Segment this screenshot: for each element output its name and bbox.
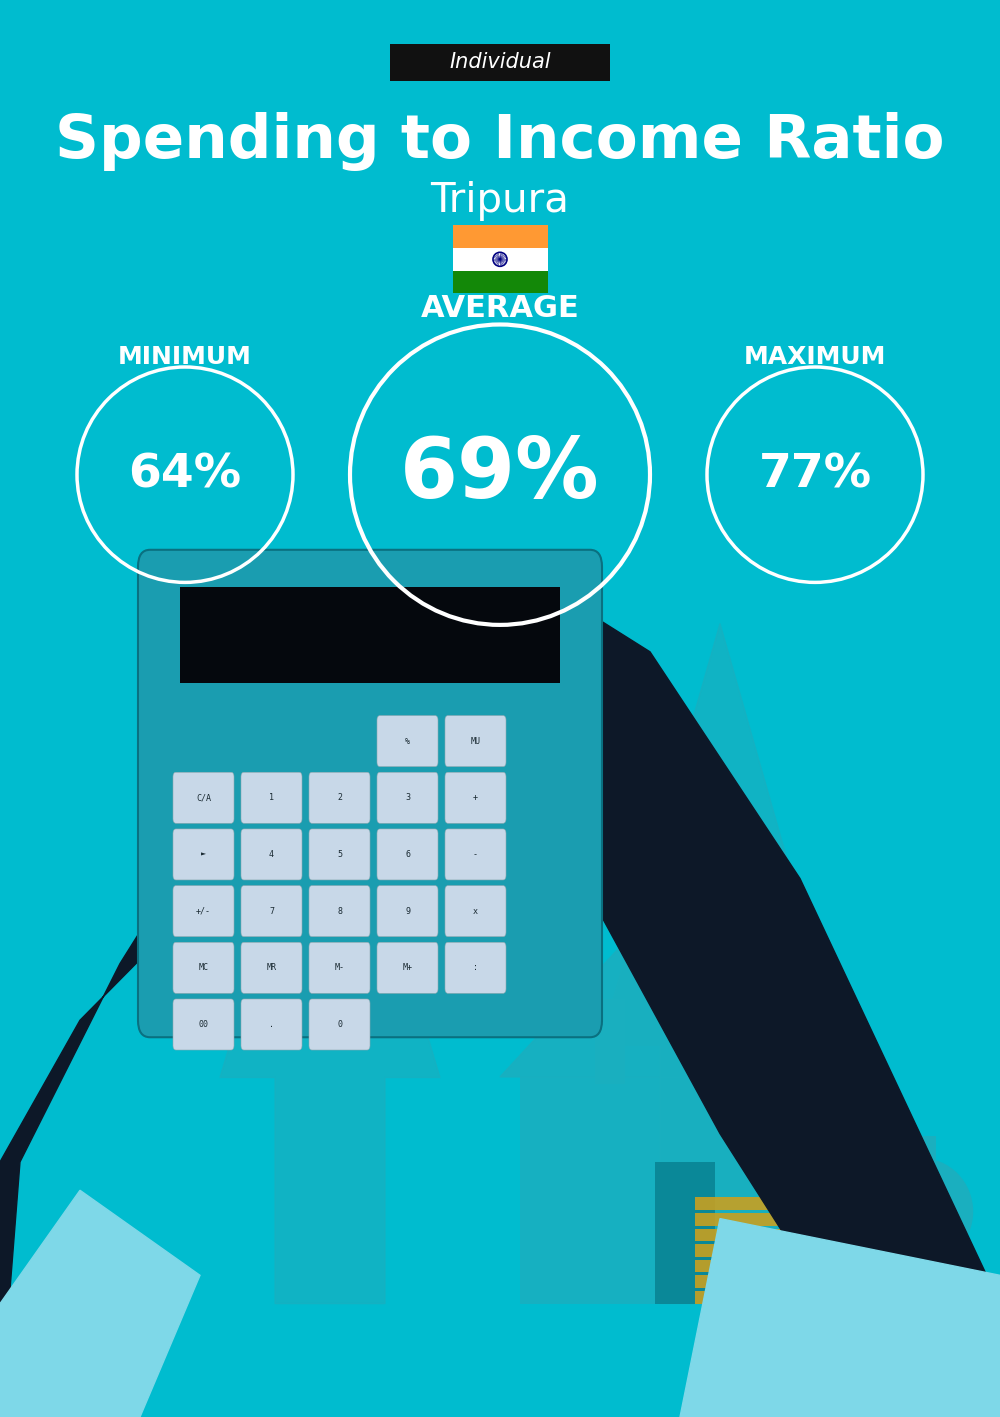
FancyBboxPatch shape [309, 886, 370, 937]
FancyBboxPatch shape [695, 1260, 785, 1272]
Text: M-: M- [334, 964, 344, 972]
Text: .: . [269, 1020, 274, 1029]
Text: M+: M+ [403, 964, 413, 972]
FancyBboxPatch shape [695, 1229, 785, 1241]
FancyBboxPatch shape [695, 1275, 785, 1288]
FancyBboxPatch shape [520, 1077, 820, 1304]
Polygon shape [220, 708, 440, 1304]
FancyBboxPatch shape [695, 1213, 785, 1226]
FancyBboxPatch shape [241, 942, 302, 993]
FancyBboxPatch shape [695, 1291, 785, 1304]
Text: x: x [473, 907, 478, 915]
FancyBboxPatch shape [173, 829, 234, 880]
FancyBboxPatch shape [377, 829, 438, 880]
FancyBboxPatch shape [377, 716, 438, 767]
Text: MR: MR [266, 964, 276, 972]
Text: Spending to Income Ratio: Spending to Income Ratio [55, 112, 945, 171]
Text: 77%: 77% [758, 452, 872, 497]
Text: 4: 4 [269, 850, 274, 859]
Text: +/-: +/- [196, 907, 211, 915]
FancyBboxPatch shape [655, 1162, 715, 1304]
FancyBboxPatch shape [452, 248, 548, 271]
FancyBboxPatch shape [816, 1104, 844, 1129]
FancyBboxPatch shape [309, 942, 370, 993]
FancyBboxPatch shape [377, 772, 438, 823]
FancyBboxPatch shape [906, 1136, 936, 1165]
Text: 0: 0 [337, 1020, 342, 1029]
Polygon shape [680, 1219, 1000, 1417]
FancyBboxPatch shape [445, 886, 506, 937]
Polygon shape [0, 638, 420, 1417]
FancyBboxPatch shape [377, 886, 438, 937]
Text: 5: 5 [337, 850, 342, 859]
FancyBboxPatch shape [695, 1244, 785, 1257]
Text: MC: MC [198, 964, 208, 972]
Text: 9: 9 [405, 907, 410, 915]
FancyBboxPatch shape [452, 225, 548, 248]
FancyBboxPatch shape [138, 550, 602, 1037]
FancyBboxPatch shape [377, 942, 438, 993]
Text: 2: 2 [337, 794, 342, 802]
FancyBboxPatch shape [595, 999, 625, 1084]
FancyBboxPatch shape [390, 44, 610, 81]
Text: C/A: C/A [196, 794, 211, 802]
Text: %: % [405, 737, 410, 745]
Text: 3: 3 [405, 794, 410, 802]
Text: Tripura: Tripura [431, 181, 569, 221]
Ellipse shape [788, 1127, 872, 1212]
FancyBboxPatch shape [241, 829, 302, 880]
Text: AVERAGE: AVERAGE [421, 295, 579, 323]
Text: ►: ► [201, 850, 206, 859]
FancyBboxPatch shape [241, 886, 302, 937]
FancyBboxPatch shape [173, 942, 234, 993]
FancyBboxPatch shape [445, 942, 506, 993]
FancyBboxPatch shape [695, 1197, 785, 1210]
FancyBboxPatch shape [173, 772, 234, 823]
Text: MINIMUM: MINIMUM [118, 346, 252, 368]
Text: $: $ [822, 1162, 838, 1182]
Text: 00: 00 [198, 1020, 208, 1029]
FancyBboxPatch shape [173, 999, 234, 1050]
Polygon shape [0, 1190, 200, 1417]
Text: 69%: 69% [400, 434, 600, 516]
FancyBboxPatch shape [309, 772, 370, 823]
Text: MU: MU [471, 737, 481, 745]
FancyBboxPatch shape [445, 716, 506, 767]
Text: Individual: Individual [449, 52, 551, 72]
Polygon shape [500, 893, 840, 1077]
Text: :: : [473, 964, 478, 972]
Text: 6: 6 [405, 850, 410, 859]
FancyBboxPatch shape [173, 886, 234, 937]
Text: MAXIMUM: MAXIMUM [744, 346, 886, 368]
Text: 7: 7 [269, 907, 274, 915]
Polygon shape [440, 595, 1000, 1417]
Polygon shape [600, 623, 840, 1304]
Text: +: + [473, 794, 478, 802]
Text: $: $ [909, 1202, 931, 1230]
FancyBboxPatch shape [180, 587, 560, 683]
FancyBboxPatch shape [241, 772, 302, 823]
FancyBboxPatch shape [241, 999, 302, 1050]
FancyBboxPatch shape [309, 999, 370, 1050]
Text: 8: 8 [337, 907, 342, 915]
Text: -: - [473, 850, 478, 859]
FancyBboxPatch shape [445, 829, 506, 880]
FancyBboxPatch shape [445, 772, 506, 823]
Text: 1: 1 [269, 794, 274, 802]
Ellipse shape [868, 1159, 972, 1264]
FancyBboxPatch shape [309, 829, 370, 880]
Text: 64%: 64% [128, 452, 242, 497]
FancyBboxPatch shape [452, 271, 548, 293]
